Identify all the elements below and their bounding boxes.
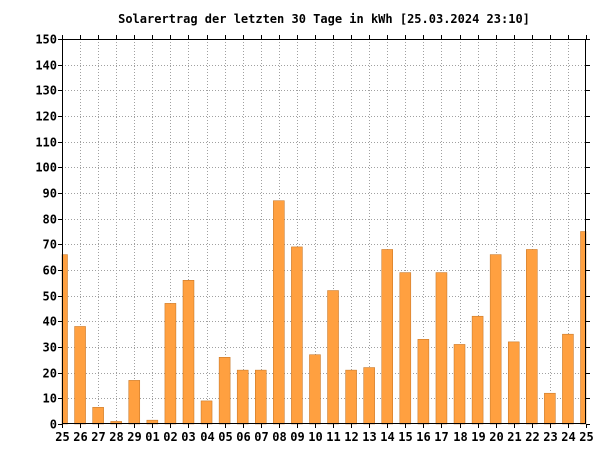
y-tick-label: 100 [35, 161, 57, 175]
bar-6 [164, 303, 177, 425]
bar-2 [92, 407, 104, 425]
y-tick-label: 70 [43, 238, 57, 252]
y-tick-label: 10 [43, 392, 57, 406]
x-tick-label: 17 [434, 430, 448, 444]
x-tick-label: 16 [416, 430, 430, 444]
x-tick-label: 26 [73, 430, 87, 444]
x-tick-label: 28 [109, 430, 123, 444]
x-tick-label: 04 [200, 430, 214, 444]
y-tick-label: 90 [43, 187, 57, 201]
x-tick-label: 02 [163, 430, 177, 444]
bar-22 [453, 344, 466, 425]
x-tick-label: 20 [489, 430, 503, 444]
x-tick-label: 10 [308, 430, 322, 444]
x-tick-label: 25 [55, 430, 69, 444]
y-tick-label: 50 [43, 290, 57, 304]
y-tick-labels: 0 10 20 30 40 50 60 70 80 90 100 110 120 130 140 150 [35, 33, 57, 432]
bar-21 [435, 272, 448, 425]
x-tick-label: 19 [471, 430, 485, 444]
bars [61, 200, 587, 425]
bar-14 [309, 354, 321, 425]
bar-27 [544, 392, 556, 425]
x-tick-label: 05 [218, 430, 232, 444]
bar-8 [200, 400, 213, 425]
bar-20 [417, 339, 430, 425]
x-tick-label: 07 [254, 430, 268, 444]
bar-1 [74, 326, 86, 425]
y-tick-label: 60 [43, 264, 57, 278]
x-tick-label: 12 [344, 430, 358, 444]
x-tick-label: 13 [362, 430, 376, 444]
bar-28 [562, 333, 574, 425]
y-tick-label: 20 [43, 367, 57, 381]
x-tick-label: 23 [543, 430, 557, 444]
x-tick-label: 14 [380, 430, 394, 444]
x-tick-label: 15 [398, 430, 412, 444]
bar-23 [471, 315, 484, 425]
bar-9 [218, 357, 231, 425]
x-tick-label: 08 [272, 430, 286, 444]
x-tick-label: 22 [525, 430, 539, 444]
x-tick-label: 06 [236, 430, 250, 444]
y-tick-label: 80 [43, 213, 57, 227]
grid-lines [62, 39, 586, 424]
chart-title: Solarertrag der letzten 30 Tage in kWh [… [118, 12, 530, 26]
x-tick-labels: 25 26 27 28 29 01 02 03 04 05 06 07 08 09 10 11 12 13 14 15… [55, 430, 593, 444]
x-tick-label: 27 [91, 430, 105, 444]
x-tick-label: 21 [507, 430, 521, 444]
x-tick-label: 09 [290, 430, 304, 444]
bar-18 [381, 249, 393, 425]
x-tick-label: 29 [127, 430, 141, 444]
bar-13 [291, 246, 303, 425]
x-tick-label: 01 [145, 430, 159, 444]
axes [58, 35, 590, 428]
plot-frame [62, 39, 586, 424]
bar-12 [273, 200, 285, 425]
x-tick-label: 03 [181, 430, 195, 444]
y-tick-label: 110 [35, 136, 57, 150]
y-tick-label: 0 [50, 418, 57, 432]
bar-10 [236, 369, 249, 425]
y-tick-label: 150 [35, 33, 57, 47]
y-tick-label: 120 [35, 110, 57, 124]
x-tick-label: 24 [561, 430, 575, 444]
y-tick-label: 130 [35, 84, 57, 98]
y-tick-label: 140 [35, 59, 57, 73]
y-tick-label: 30 [43, 341, 57, 355]
bar-24 [489, 254, 502, 425]
bar-7 [182, 280, 195, 425]
bar-11 [255, 369, 267, 425]
bar-16 [345, 369, 357, 425]
bar-25 [507, 341, 520, 425]
y-tick-label: 40 [43, 315, 57, 329]
x-tick-label: 18 [453, 430, 467, 444]
bar-4 [128, 380, 141, 425]
bar-19 [399, 272, 412, 425]
x-tick-label: 25 [579, 430, 593, 444]
x-tick-label: 11 [326, 430, 340, 444]
bar-26 [526, 249, 538, 425]
bar-15 [327, 290, 339, 425]
bar-17 [363, 367, 375, 425]
